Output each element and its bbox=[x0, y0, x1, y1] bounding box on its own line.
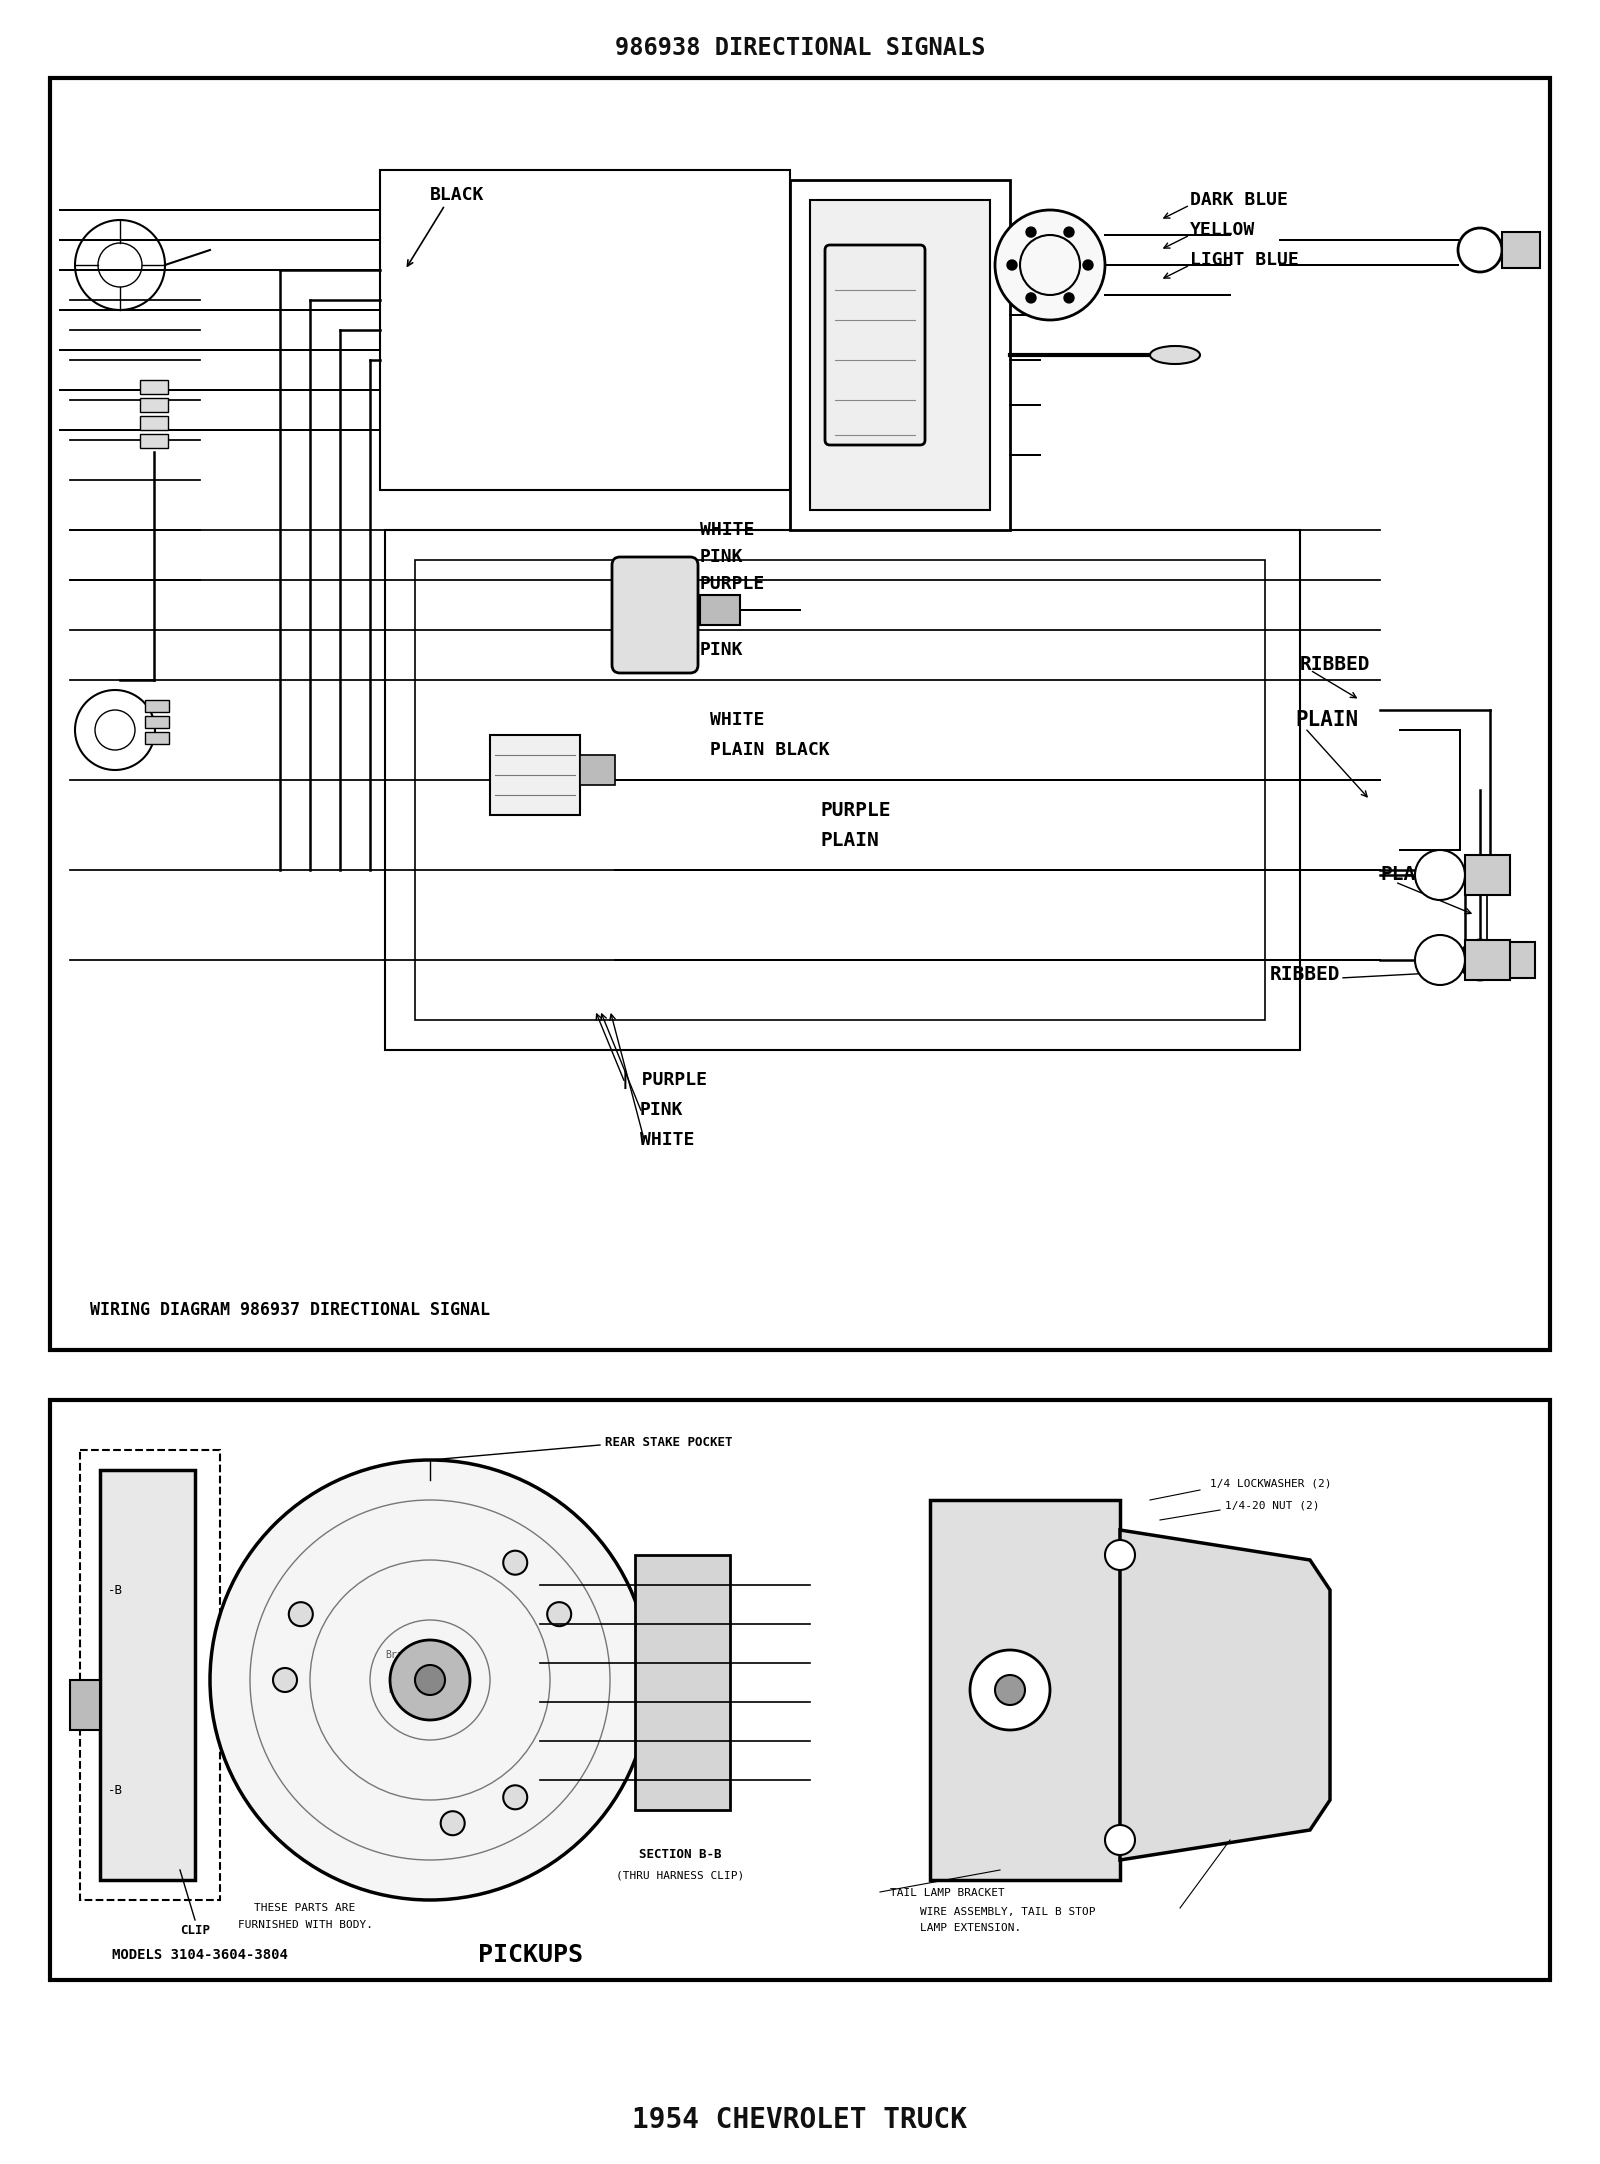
FancyBboxPatch shape bbox=[611, 556, 698, 673]
FancyBboxPatch shape bbox=[826, 245, 925, 446]
Circle shape bbox=[995, 1675, 1026, 1705]
Circle shape bbox=[440, 1811, 464, 1835]
Circle shape bbox=[504, 1552, 528, 1575]
Circle shape bbox=[547, 1601, 571, 1625]
Bar bbox=[490, 736, 579, 816]
Bar bbox=[146, 716, 170, 727]
Text: WIRE ASSEMBLY, TAIL B STOP: WIRE ASSEMBLY, TAIL B STOP bbox=[920, 1906, 1096, 1917]
Bar bbox=[70, 1679, 99, 1729]
Text: (THRU HARNESS CLIP): (THRU HARNESS CLIP) bbox=[616, 1870, 744, 1881]
Text: 1/4 LOCKWASHER (2): 1/4 LOCKWASHER (2) bbox=[1210, 1478, 1331, 1489]
Text: RIBBED: RIBBED bbox=[1299, 656, 1371, 675]
Bar bbox=[790, 180, 1010, 530]
Text: YELLOW: YELLOW bbox=[1190, 221, 1256, 238]
Bar bbox=[1466, 939, 1510, 980]
Text: BLACK: BLACK bbox=[430, 186, 485, 203]
Circle shape bbox=[1106, 1541, 1134, 1571]
Bar bbox=[1501, 941, 1534, 978]
Text: -B: -B bbox=[109, 1783, 123, 1796]
Text: FURNISHED WITH BODY.: FURNISHED WITH BODY. bbox=[237, 1919, 373, 1930]
Ellipse shape bbox=[1150, 346, 1200, 364]
Text: LIGHT BLUE: LIGHT BLUE bbox=[1190, 251, 1299, 268]
Circle shape bbox=[1083, 260, 1093, 270]
Bar bbox=[1466, 855, 1510, 896]
Text: SECTION B-B: SECTION B-B bbox=[638, 1848, 722, 1861]
Text: PICKUPS: PICKUPS bbox=[477, 1943, 582, 1967]
Circle shape bbox=[1006, 260, 1018, 270]
Bar bbox=[50, 78, 1550, 1350]
Text: PINK: PINK bbox=[701, 641, 744, 660]
Circle shape bbox=[1026, 292, 1037, 303]
Circle shape bbox=[995, 210, 1106, 320]
Text: REAR STAKE POCKET: REAR STAKE POCKET bbox=[605, 1435, 733, 1448]
Bar bbox=[635, 1556, 730, 1809]
Bar bbox=[80, 1450, 221, 1900]
Text: PLAIN: PLAIN bbox=[1294, 710, 1358, 729]
Bar bbox=[146, 731, 170, 744]
Bar bbox=[141, 435, 168, 448]
Bar bbox=[930, 1500, 1120, 1881]
Text: 986938 DIRECTIONAL SIGNALS: 986938 DIRECTIONAL SIGNALS bbox=[614, 37, 986, 61]
Circle shape bbox=[1026, 227, 1037, 238]
Bar bbox=[50, 1400, 1550, 1980]
Text: PINK: PINK bbox=[701, 547, 744, 567]
Polygon shape bbox=[1120, 1530, 1330, 1861]
Circle shape bbox=[504, 1785, 528, 1809]
Circle shape bbox=[390, 1640, 470, 1720]
Circle shape bbox=[1106, 1824, 1134, 1855]
Bar bbox=[146, 699, 170, 712]
Text: Drum: Drum bbox=[389, 1686, 411, 1694]
Bar bbox=[141, 398, 168, 411]
Text: MODELS 3104-3604-3804: MODELS 3104-3604-3804 bbox=[112, 1948, 288, 1963]
Text: Brake: Brake bbox=[386, 1649, 414, 1660]
Text: PINK: PINK bbox=[640, 1101, 683, 1119]
Text: PURPLE: PURPLE bbox=[701, 576, 765, 593]
Text: PLAIN: PLAIN bbox=[819, 831, 878, 850]
Bar bbox=[141, 381, 168, 394]
Text: WIRING DIAGRAM 986937 DIRECTIONAL SIGNAL: WIRING DIAGRAM 986937 DIRECTIONAL SIGNAL bbox=[90, 1301, 490, 1320]
Bar bbox=[810, 199, 990, 511]
Bar bbox=[701, 595, 739, 625]
Text: RIBBED: RIBBED bbox=[1270, 965, 1341, 985]
Text: CLIP: CLIP bbox=[179, 1924, 210, 1937]
Text: WHITE: WHITE bbox=[710, 712, 765, 729]
Text: WHITE: WHITE bbox=[701, 522, 754, 539]
Text: 1/4-20 NUT (2): 1/4-20 NUT (2) bbox=[1226, 1500, 1320, 1510]
Circle shape bbox=[970, 1649, 1050, 1729]
Circle shape bbox=[210, 1461, 650, 1900]
Text: TAIL LAMP BRACKET: TAIL LAMP BRACKET bbox=[890, 1887, 1005, 1898]
Bar bbox=[386, 530, 1299, 1050]
Text: LAMP EXTENSION.: LAMP EXTENSION. bbox=[920, 1924, 1021, 1932]
Bar bbox=[141, 415, 168, 431]
Circle shape bbox=[274, 1668, 298, 1692]
Circle shape bbox=[414, 1664, 445, 1694]
Bar bbox=[414, 560, 1266, 1019]
Text: DARK BLUE: DARK BLUE bbox=[1190, 190, 1288, 210]
Text: F: F bbox=[78, 1701, 83, 1710]
Text: PLAIN BLACK: PLAIN BLACK bbox=[710, 740, 830, 760]
Bar bbox=[99, 1469, 195, 1881]
Circle shape bbox=[1414, 935, 1466, 985]
Text: THESE PARTS ARE: THESE PARTS ARE bbox=[254, 1902, 355, 1913]
Circle shape bbox=[290, 1601, 314, 1625]
Text: | PURPLE: | PURPLE bbox=[621, 1071, 707, 1088]
Bar bbox=[579, 755, 614, 786]
Text: -B: -B bbox=[109, 1584, 123, 1597]
Circle shape bbox=[1064, 292, 1074, 303]
Text: PLAIN: PLAIN bbox=[1379, 866, 1438, 885]
Circle shape bbox=[1064, 227, 1074, 238]
Circle shape bbox=[1414, 850, 1466, 900]
Text: PURPLE: PURPLE bbox=[819, 801, 891, 820]
Text: 1954 CHEVROLET TRUCK: 1954 CHEVROLET TRUCK bbox=[632, 2106, 968, 2134]
Bar bbox=[1502, 232, 1539, 268]
Bar bbox=[381, 171, 790, 489]
Text: WHITE: WHITE bbox=[640, 1132, 694, 1149]
